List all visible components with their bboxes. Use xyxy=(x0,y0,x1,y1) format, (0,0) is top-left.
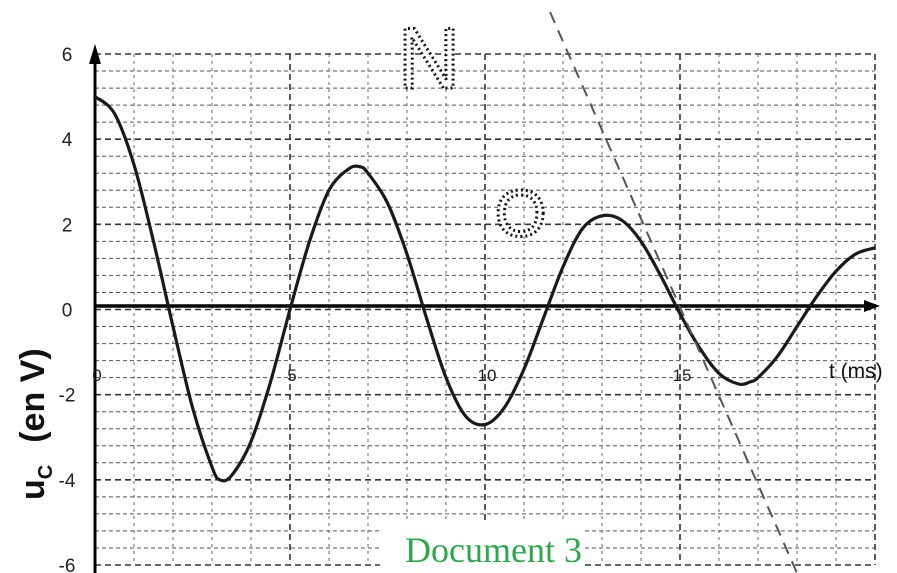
tick-labels: 6 4 2 0 -2 -4 -6 0 5 10 15 xyxy=(59,45,692,573)
y-axis-unit: (en V) xyxy=(14,348,52,442)
y-axis-subscript: C xyxy=(35,465,57,479)
grid xyxy=(95,53,876,566)
y-axis-title: uC(en V) xyxy=(14,348,57,500)
series-marks xyxy=(93,95,876,483)
x-tick-label: 5 xyxy=(287,366,296,385)
document-label-background xyxy=(380,522,585,573)
x-tick-label: 0 xyxy=(92,366,101,385)
x-tick-label: 10 xyxy=(478,366,497,385)
y-tick-label: -4 xyxy=(59,471,76,492)
x-tick-label: 15 xyxy=(673,366,692,385)
y-axis-arrow xyxy=(89,44,101,64)
y-tick-label: -6 xyxy=(59,556,76,573)
axes xyxy=(89,44,880,573)
dashed-tangent-line xyxy=(549,11,798,573)
document-label: Document 3 xyxy=(405,530,582,570)
y-axis-symbol: uC(en V) xyxy=(14,348,57,500)
point-o-label: O xyxy=(495,176,546,250)
y-tick-label: 2 xyxy=(62,215,73,236)
point-n-label: N xyxy=(398,11,460,107)
y-tick-label: 0 xyxy=(62,301,73,322)
x-axis-title: t (ms) xyxy=(829,360,883,383)
y-tick-label: 4 xyxy=(62,130,73,151)
x-axis-arrow xyxy=(864,300,880,312)
y-tick-label: -2 xyxy=(59,386,76,407)
y-tick-label: 6 xyxy=(62,45,73,66)
series-line-uc xyxy=(93,95,876,483)
